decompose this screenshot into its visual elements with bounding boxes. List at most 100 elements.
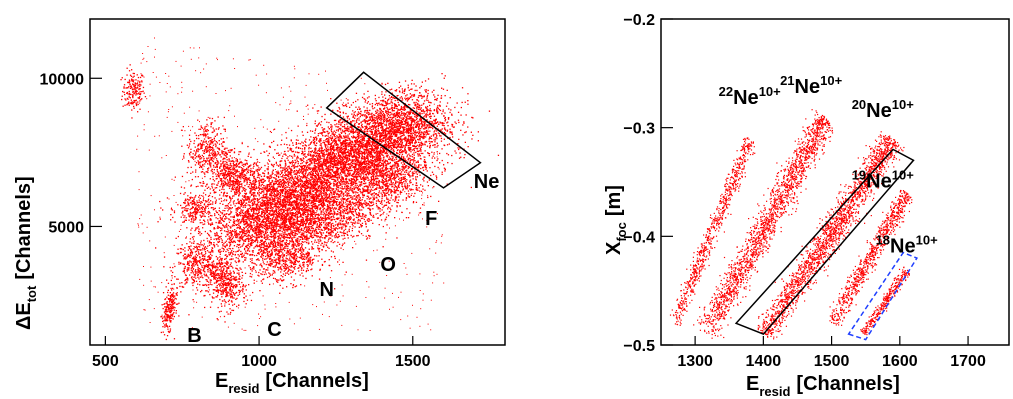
data-point xyxy=(227,313,229,315)
data-point xyxy=(274,202,276,204)
data-point xyxy=(223,184,225,186)
data-point xyxy=(161,317,164,320)
data-point xyxy=(237,174,239,176)
data-point xyxy=(325,165,327,168)
data-point xyxy=(197,160,199,162)
data-point xyxy=(305,270,307,273)
data-point xyxy=(252,230,255,232)
data-point xyxy=(303,234,305,236)
data-point xyxy=(257,193,259,195)
data-point xyxy=(299,248,301,250)
data-point xyxy=(202,168,204,170)
data-point xyxy=(231,175,233,178)
data-point xyxy=(223,225,225,227)
data-point xyxy=(193,201,195,203)
data-point xyxy=(181,282,183,284)
data-point xyxy=(293,259,295,261)
data-point xyxy=(167,282,170,284)
data-point xyxy=(230,279,232,281)
data-point xyxy=(128,101,130,103)
data-point xyxy=(230,279,232,282)
data-point xyxy=(306,253,308,255)
data-point xyxy=(247,170,249,173)
data-point xyxy=(292,222,294,224)
data-point xyxy=(257,218,259,220)
data-point xyxy=(262,261,264,263)
data-point xyxy=(230,258,233,261)
data-point xyxy=(261,250,263,252)
data-point xyxy=(218,180,220,183)
data-point xyxy=(170,287,172,290)
data-point xyxy=(168,331,170,334)
data-point xyxy=(241,238,244,241)
data-point xyxy=(213,266,215,269)
data-point xyxy=(211,146,213,148)
data-point xyxy=(220,156,222,158)
data-point xyxy=(241,214,243,217)
data-point xyxy=(336,162,338,165)
data-point xyxy=(126,97,128,100)
data-point xyxy=(217,151,219,153)
data-point xyxy=(247,208,249,210)
data-point xyxy=(244,164,247,166)
data-point xyxy=(297,216,299,218)
data-point xyxy=(140,99,142,101)
data-point xyxy=(188,246,191,248)
data-point xyxy=(189,261,191,263)
data-point xyxy=(232,168,234,171)
data-point xyxy=(263,241,265,243)
data-point xyxy=(300,166,302,168)
data-point xyxy=(171,309,173,311)
data-point xyxy=(238,304,240,306)
data-point xyxy=(170,214,172,216)
data-point xyxy=(280,219,282,222)
data-point xyxy=(221,239,223,241)
data-point xyxy=(261,178,263,180)
data-point xyxy=(231,283,233,285)
data-point xyxy=(226,279,228,281)
data-point xyxy=(227,249,229,252)
data-point xyxy=(205,194,207,196)
data-point xyxy=(281,264,283,266)
data-point xyxy=(245,226,247,228)
data-point xyxy=(192,212,194,214)
data-point xyxy=(279,243,281,245)
data-point xyxy=(244,286,246,288)
data-point xyxy=(261,266,263,268)
data-point xyxy=(225,235,227,238)
data-point xyxy=(206,157,208,159)
data-point xyxy=(286,157,288,159)
data-point xyxy=(193,158,195,160)
data-point xyxy=(229,155,231,157)
data-point xyxy=(222,270,224,272)
data-point xyxy=(296,233,299,235)
data-point xyxy=(216,159,218,162)
data-point xyxy=(279,164,282,166)
data-point xyxy=(199,155,201,157)
data-point xyxy=(235,261,237,264)
data-point xyxy=(196,202,198,204)
data-point xyxy=(192,171,194,173)
data-point xyxy=(123,86,125,88)
data-point xyxy=(299,238,301,241)
data-point xyxy=(309,262,311,264)
data-point xyxy=(197,249,199,251)
data-point xyxy=(285,226,287,228)
data-point xyxy=(187,262,190,265)
data-point xyxy=(218,261,220,263)
data-point xyxy=(164,313,166,315)
data-point xyxy=(235,178,237,181)
data-point xyxy=(197,243,199,245)
data-point xyxy=(194,275,196,277)
data-point xyxy=(228,159,230,161)
data-point xyxy=(232,159,234,162)
data-point xyxy=(234,169,236,171)
data-point xyxy=(298,267,300,269)
data-point xyxy=(225,151,227,153)
data-point xyxy=(267,254,270,256)
data-point xyxy=(198,148,200,151)
data-point xyxy=(337,261,339,263)
data-point xyxy=(216,265,218,267)
data-point xyxy=(224,282,226,284)
data-point xyxy=(271,263,273,265)
